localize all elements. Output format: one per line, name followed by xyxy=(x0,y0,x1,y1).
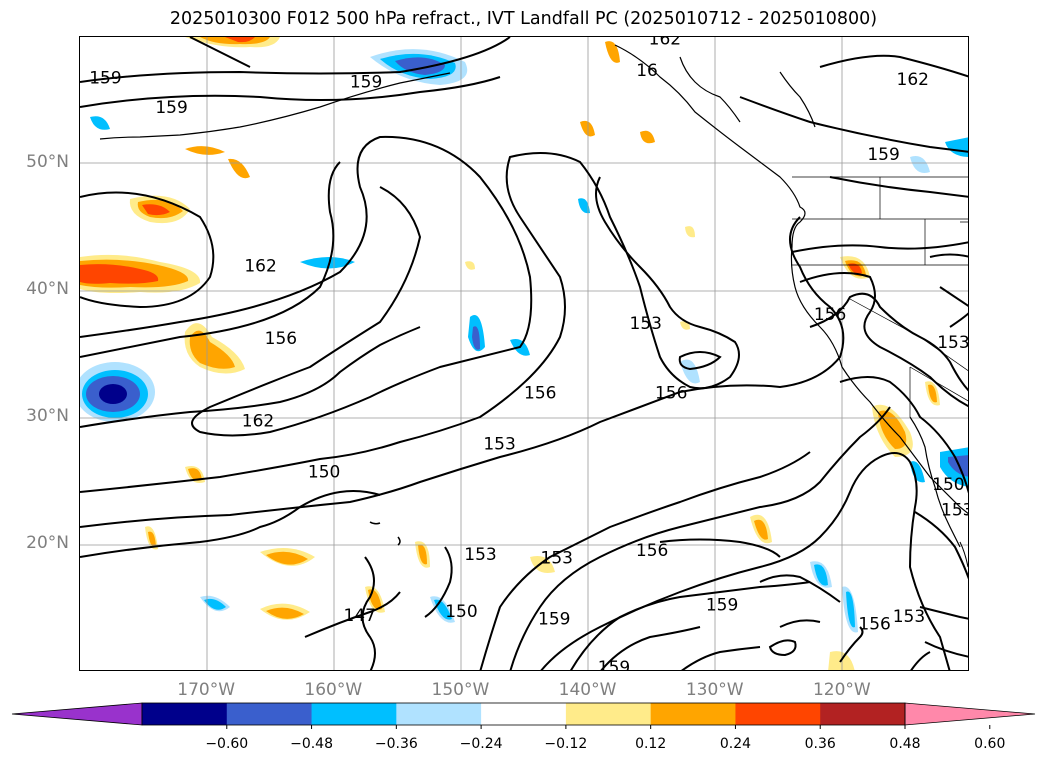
colorbar-extend-high xyxy=(904,702,1036,726)
longitude-label: 150°W xyxy=(431,680,490,700)
map-title: 2025010300 F012 500 hPa refract., IVT La… xyxy=(169,9,878,29)
contour-label: 16 xyxy=(636,61,658,81)
colorbar-tick-label: −0.24 xyxy=(459,736,503,752)
latitude-label: 30°N xyxy=(26,406,69,426)
contour-label: 150 xyxy=(308,462,340,482)
contour-label: 153 xyxy=(630,314,662,334)
contour-label: 153 xyxy=(893,607,925,627)
colorbar-swatch xyxy=(396,703,482,725)
contour-label: 153 xyxy=(464,545,496,565)
longitude-label: 120°W xyxy=(812,680,871,700)
shaded-region-small-features xyxy=(90,41,968,670)
colorbar-swatch xyxy=(565,703,652,725)
contour-label: 162 xyxy=(897,70,929,90)
colorbar-swatch xyxy=(226,703,313,725)
contour-label: 153 xyxy=(541,549,573,569)
contour-label: 150 xyxy=(932,475,964,495)
contour-label: 156 xyxy=(858,615,890,635)
contour-label: 153 xyxy=(937,333,969,353)
colorbar-swatch xyxy=(142,703,228,725)
colorbar-swatch xyxy=(735,703,821,725)
colorbar-tick-label: 0.48 xyxy=(889,736,921,752)
shaded-region-west-red xyxy=(80,254,201,293)
contour-label: 159 xyxy=(867,145,899,165)
contour-label: 156 xyxy=(655,384,687,404)
latitude-label: 20°N xyxy=(26,533,69,553)
longitude-label: 160°W xyxy=(304,680,363,700)
latitude-label: 50°N xyxy=(26,152,69,172)
colorbar-tick-label: −0.60 xyxy=(205,736,249,752)
coastlines xyxy=(99,44,968,568)
contour-label: 159 xyxy=(155,98,187,118)
colorbar-tick-label: 0.36 xyxy=(804,736,836,752)
longitude-label: 140°W xyxy=(558,680,617,700)
contour-label: 156 xyxy=(814,305,846,325)
graticule xyxy=(80,37,968,670)
colorbar-tick-label: −0.36 xyxy=(374,736,418,752)
contour-label: 159 xyxy=(598,658,630,671)
contour-label: 156 xyxy=(265,329,297,349)
colorbar-swatch xyxy=(820,703,906,725)
colorbar-extend-low xyxy=(11,702,143,726)
contour-label: 159 xyxy=(350,72,382,92)
contour-label: 159 xyxy=(538,610,570,630)
colorbar-swatch xyxy=(650,703,736,725)
contour-label: 153 xyxy=(941,500,969,520)
colorbar-tick-label: 0.24 xyxy=(719,736,752,752)
contour-label: 162 xyxy=(244,257,276,277)
contour-label: 162 xyxy=(649,37,681,49)
colorbar-tick-label: −0.12 xyxy=(544,736,588,752)
contour-label: 156 xyxy=(636,541,668,561)
contour-label: 162 xyxy=(242,412,274,432)
colorbar-swatch xyxy=(311,703,397,725)
colorbar-swatch xyxy=(481,703,567,725)
colorbar-swatches xyxy=(11,702,1036,729)
refractivity-contours xyxy=(80,37,968,670)
latitude-label: 40°N xyxy=(26,279,69,299)
colorbar-tick-label: −0.48 xyxy=(290,736,333,752)
longitude-label: 170°W xyxy=(177,680,236,700)
contour-label: 159 xyxy=(706,596,738,616)
contour-label: 159 xyxy=(89,69,121,89)
longitude-label: 130°W xyxy=(685,680,744,700)
state-borders xyxy=(792,176,968,417)
shaded-region-central-orange xyxy=(184,323,245,374)
colorbar-outline xyxy=(141,702,906,726)
map-panel: 159 159 159 162 156 162 150 153 156 153 156 156 153 1… xyxy=(79,36,969,671)
contour-label: 156 xyxy=(524,384,556,404)
contour-label: 150 xyxy=(445,602,477,622)
shaded-region-northwest-orange xyxy=(129,195,190,224)
contour-label: 153 xyxy=(483,434,515,454)
shaded-region-west-blue xyxy=(80,362,155,422)
colorbar-tick-label: 0.60 xyxy=(974,736,1006,752)
shaded-region-north-orange xyxy=(185,37,280,48)
colorbar-tick-label: 0.12 xyxy=(635,736,667,752)
contour-label: 147 xyxy=(343,606,375,626)
shaded-region-north-blue xyxy=(370,49,468,85)
colorbar xyxy=(11,702,1036,729)
refractivity-shading xyxy=(80,37,968,670)
